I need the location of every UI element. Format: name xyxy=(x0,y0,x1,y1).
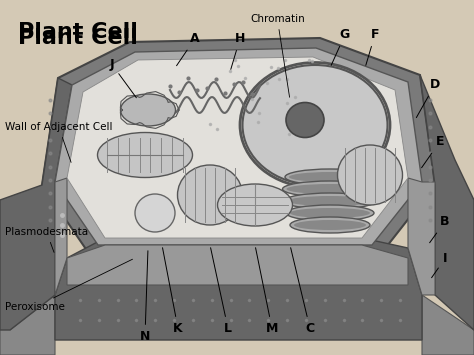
Ellipse shape xyxy=(294,220,366,230)
Text: Plant Cell: Plant Cell xyxy=(18,28,138,48)
Polygon shape xyxy=(420,75,474,330)
Ellipse shape xyxy=(286,205,374,221)
Polygon shape xyxy=(422,200,474,355)
Text: M: M xyxy=(255,248,278,335)
Text: Plasmodesmata: Plasmodesmata xyxy=(5,227,88,252)
Polygon shape xyxy=(0,200,55,355)
Text: L: L xyxy=(210,248,232,335)
Ellipse shape xyxy=(288,196,372,206)
Polygon shape xyxy=(55,178,67,295)
Text: Wall of Adjacent Cell: Wall of Adjacent Cell xyxy=(5,122,112,162)
Text: Peroxisome: Peroxisome xyxy=(5,259,133,312)
Ellipse shape xyxy=(177,165,243,225)
Ellipse shape xyxy=(283,181,377,197)
Ellipse shape xyxy=(243,65,388,185)
Text: C: C xyxy=(291,248,315,335)
Ellipse shape xyxy=(286,103,324,137)
Ellipse shape xyxy=(98,132,192,178)
Text: G: G xyxy=(331,28,350,65)
Text: J: J xyxy=(109,58,137,98)
Text: K: K xyxy=(163,248,183,335)
Ellipse shape xyxy=(135,194,175,232)
Text: B: B xyxy=(429,215,450,243)
Text: D: D xyxy=(416,78,440,118)
Text: Plant Cell: Plant Cell xyxy=(18,22,138,42)
Polygon shape xyxy=(55,48,422,245)
Ellipse shape xyxy=(285,169,375,185)
Ellipse shape xyxy=(284,193,376,209)
Polygon shape xyxy=(67,57,408,238)
Text: F: F xyxy=(366,28,379,65)
Text: A: A xyxy=(176,32,200,66)
Ellipse shape xyxy=(289,172,371,182)
Polygon shape xyxy=(55,238,422,340)
Text: Chromatin: Chromatin xyxy=(250,14,305,97)
Text: E: E xyxy=(421,135,444,168)
Ellipse shape xyxy=(218,184,292,226)
Ellipse shape xyxy=(286,184,374,194)
Ellipse shape xyxy=(290,208,370,218)
Text: N: N xyxy=(140,251,150,343)
Ellipse shape xyxy=(120,94,175,126)
Polygon shape xyxy=(0,78,72,330)
Polygon shape xyxy=(42,38,435,255)
Polygon shape xyxy=(408,178,435,295)
Ellipse shape xyxy=(290,217,370,233)
Polygon shape xyxy=(67,245,408,285)
Text: H: H xyxy=(231,32,245,69)
Ellipse shape xyxy=(337,145,402,205)
Text: I: I xyxy=(432,252,447,278)
